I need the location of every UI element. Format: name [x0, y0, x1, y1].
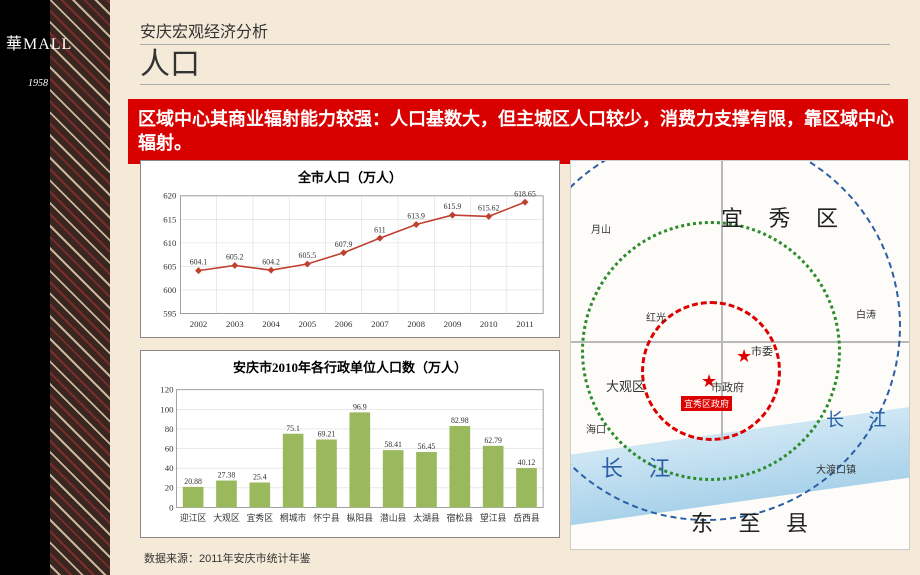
svg-text:2005: 2005: [299, 319, 317, 329]
svg-text:25.4: 25.4: [253, 473, 267, 482]
gov-tag: 宜秀区政府: [681, 396, 732, 411]
star-wei: ★: [736, 346, 752, 367]
svg-text:40: 40: [165, 463, 174, 473]
svg-text:2004: 2004: [262, 319, 280, 329]
line-chart-title: 全市人口（万人）: [149, 167, 551, 186]
label-changjiang2: 长 江: [826, 406, 897, 432]
label-daguan: 大观区: [606, 376, 645, 395]
bar-chart-title: 安庆市2010年各行政单位人口数（万人）: [149, 357, 551, 376]
bar-chart: 0 20 40 60 80 100 120 20.88 迎江区 27.38 大观区 25.4 宜秀区 75…: [149, 376, 551, 533]
label-shiwei: 市委: [751, 343, 773, 359]
svg-text:69.21: 69.21: [318, 430, 336, 439]
svg-text:桐城市: 桐城市: [280, 512, 307, 523]
svg-text:2003: 2003: [226, 319, 244, 329]
svg-text:2002: 2002: [190, 319, 208, 329]
svg-text:潜山县: 潜山县: [380, 512, 407, 523]
svg-text:613.9: 613.9: [407, 212, 425, 221]
logo-text: 華MALL: [6, 36, 72, 53]
svg-text:615.9: 615.9: [444, 202, 462, 211]
svg-text:望江县: 望江县: [480, 512, 507, 523]
svg-text:62.79: 62.79: [484, 436, 502, 445]
svg-text:58.41: 58.41: [384, 440, 402, 449]
plaid-pattern: [50, 0, 110, 575]
svg-text:27.38: 27.38: [218, 471, 236, 480]
svg-text:2006: 2006: [335, 319, 353, 329]
charts-column: 全市人口（万人） 5956006056106156202002200320042…: [140, 160, 560, 566]
svg-text:迎江区: 迎江区: [180, 512, 207, 523]
svg-text:615.62: 615.62: [478, 204, 500, 213]
svg-text:615: 615: [163, 214, 177, 224]
svg-text:怀宁县: 怀宁县: [313, 512, 340, 523]
svg-text:2009: 2009: [444, 319, 462, 329]
svg-text:96.9: 96.9: [353, 402, 367, 411]
svg-text:60: 60: [165, 444, 174, 454]
svg-text:611: 611: [374, 225, 386, 234]
svg-text:620: 620: [163, 191, 177, 201]
place-3: 海口: [586, 421, 606, 436]
svg-text:2008: 2008: [407, 319, 425, 329]
logo-year: 1958: [28, 78, 48, 89]
svg-text:595: 595: [163, 308, 177, 318]
svg-text:2011: 2011: [516, 319, 533, 329]
map-panel: ★ ★ 宜秀区政府 宜 秀 区 大观区 市委 市政府 长 江 长 江 东 至 县…: [570, 160, 910, 550]
place-4: 大渡口镇: [816, 461, 856, 476]
svg-text:604.1: 604.1: [190, 258, 208, 267]
svg-text:枞阳县: 枞阳县: [347, 512, 374, 523]
svg-text:56.45: 56.45: [418, 442, 436, 451]
svg-text:600: 600: [163, 285, 177, 295]
svg-text:大观区: 大观区: [213, 512, 240, 523]
svg-text:20.88: 20.88: [184, 477, 202, 486]
svg-text:82.98: 82.98: [451, 416, 469, 425]
mall-logo: 華MALL: [6, 30, 72, 54]
bar-chart-box: 安庆市2010年各行政单位人口数（万人） 0 20 40 60 80 100 120 20.8…: [140, 350, 560, 538]
line-chart: 595 600 605 610 615 620 2002 2003 2004 2005 2006 20…: [149, 186, 551, 333]
place-2: 月山: [591, 221, 611, 236]
svg-text:太湖县: 太湖县: [413, 512, 440, 523]
svg-text:604.2: 604.2: [262, 257, 280, 266]
svg-text:40.12: 40.12: [518, 458, 536, 467]
subtitle: 安庆宏观经济分析: [140, 18, 890, 45]
svg-text:20: 20: [165, 483, 174, 493]
header: 安庆宏观经济分析 人口: [110, 0, 920, 91]
svg-text:宿松县: 宿松县: [447, 512, 474, 523]
line-chart-box: 全市人口（万人） 595 600 605 610 615 620 2002 2003 2004 2…: [140, 160, 560, 338]
svg-text:618.65: 618.65: [514, 189, 536, 198]
label-dongzhi: 东 至 县: [691, 506, 818, 538]
place-0: 红光: [646, 309, 666, 324]
svg-text:80: 80: [165, 424, 174, 434]
svg-text:605.5: 605.5: [299, 251, 317, 260]
svg-text:0: 0: [169, 502, 174, 512]
svg-text:605.2: 605.2: [226, 253, 244, 262]
label-yixiu: 宜 秀 区: [721, 201, 848, 233]
svg-text:607.9: 607.9: [335, 240, 353, 249]
svg-text:605: 605: [163, 261, 177, 271]
summary-banner: 区域中心其商业辐射能力较强：人口基数大，但主城区人口较少，消费力支撑有限，靠区域…: [128, 99, 908, 164]
svg-text:岳西县: 岳西县: [513, 512, 540, 523]
label-changjiang: 长 江: [601, 451, 681, 483]
data-source: 数据来源：2011年安庆市统计年鉴: [144, 550, 560, 566]
svg-text:宜秀区: 宜秀区: [247, 512, 274, 523]
svg-text:120: 120: [160, 385, 174, 395]
place-1: 白涛: [856, 306, 876, 321]
svg-text:75.1: 75.1: [286, 424, 300, 433]
svg-text:2010: 2010: [480, 319, 498, 329]
page-title: 人口: [140, 45, 890, 85]
label-shizheng: 市政府: [711, 379, 744, 395]
svg-text:100: 100: [160, 404, 174, 414]
left-sidebar: 華MALL 1958: [0, 0, 110, 575]
svg-text:610: 610: [163, 238, 177, 248]
svg-text:2007: 2007: [371, 319, 389, 329]
